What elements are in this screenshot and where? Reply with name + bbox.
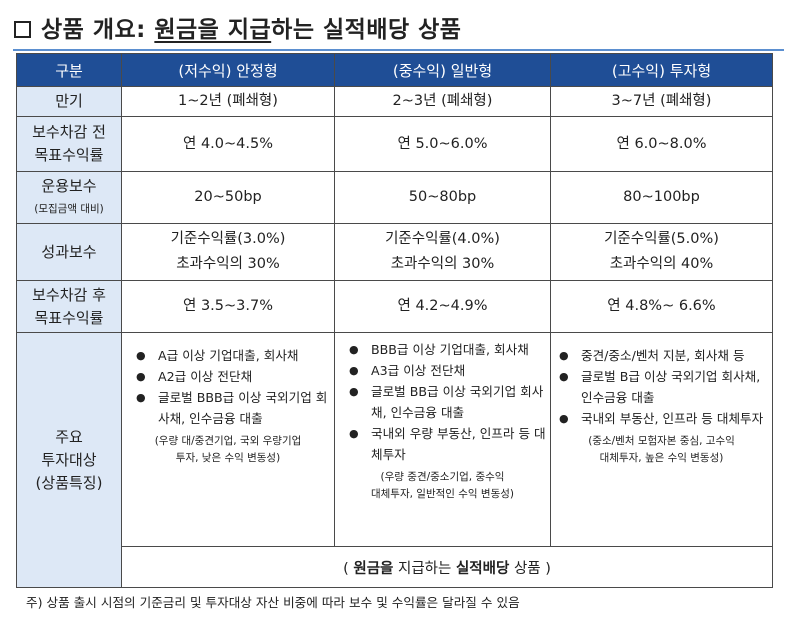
checkbox-square-icon — [14, 21, 31, 38]
note-line: 대체투자, 높은 수익 변동성) — [599, 452, 724, 464]
note-line: (중소/벤처 모험자본 중심, 고수익 — [588, 435, 735, 447]
list-item: A급 이상 기업대출, 회사채 — [136, 345, 334, 366]
list-item: A2급 이상 전단채 — [136, 366, 334, 387]
note-line: 투자, 낮은 수익 변동성) — [175, 452, 281, 464]
table-cell: 2~3년 (폐쇄형) — [334, 86, 551, 117]
investment-note: (우량 중견/중소기업, 중수익 대체투자, 일반적인 수익 변동성) — [335, 469, 550, 503]
summary-text: 지급하는 — [393, 560, 456, 577]
title-underlined: 원금을 지급 — [154, 17, 272, 43]
table-cell: 연 6.0~8.0% — [550, 116, 773, 172]
table-cell: 80~100bp — [550, 171, 773, 224]
table-row-investment-targets: 주요 투자대상 (상품특징) A급 이상 기업대출, 회사채 A2급 이상 전단… — [16, 332, 773, 588]
table-row-performance-fee: 성과보수 기준수익률(3.0%) 초과수익의 30% 기준수익률(4.0%) 초… — [16, 223, 773, 281]
row-label-line: 주요 — [55, 427, 83, 446]
list-item: 글로벌 BB급 이상 국외기업 회사채, 인수금융 대출 — [349, 381, 550, 423]
page-title: 상품 개요: 원금을 지급하는 실적배당 상품 — [14, 10, 461, 44]
row-label-gross-target: 보수차감 전 목표수익률 — [16, 116, 122, 172]
row-label-line: 목표수익률 — [34, 146, 104, 164]
list-item: 글로벌 BBB급 이상 국외기업 회사채, 인수금융 대출 — [136, 387, 334, 429]
summary-bold: 원금을 — [353, 560, 394, 577]
cell-line: 기준수익률(4.0%) — [385, 231, 500, 247]
table-row-maturity: 만기 1~2년 (폐쇄형) 2~3년 (폐쇄형) 3~7년 (폐쇄형) — [16, 86, 773, 117]
table-cell: 연 4.0~4.5% — [121, 116, 335, 172]
table-cell: 기준수익률(4.0%) 초과수익의 30% — [334, 223, 551, 281]
table-cell: 1~2년 (폐쇄형) — [121, 86, 335, 117]
list-item: BBB급 이상 기업대출, 회사채 — [349, 339, 550, 360]
list-item: 중견/중소/벤처 지분, 회사채 등 — [559, 345, 772, 366]
table-cell: 연 4.8%~ 6.6% — [550, 280, 773, 333]
list-item: 글로벌 B급 이상 국외기업 회사채, 인수금융 대출 — [559, 366, 772, 408]
cell-line: 초과수익의 40% — [609, 256, 714, 272]
row-label-performance-fee: 성과보수 — [16, 223, 122, 281]
footnote: 주) 상품 출시 시점의 기준금리 및 투자대상 자산 비중에 따라 보수 및 … — [26, 595, 520, 610]
table-row-management-fee: 운용보수 (모집금액 대비) 20~50bp 50~80bp 80~100bp — [16, 171, 773, 224]
investment-note: (중소/벤처 모험자본 중심, 고수익 대체투자, 높은 수익 변동성) — [551, 433, 772, 467]
header-general: (중수익) 일반형 — [334, 53, 551, 87]
table-cell: 50~80bp — [334, 171, 551, 224]
cell-line: 기준수익률(5.0%) — [604, 231, 719, 247]
title-prefix: 상품 개요: — [41, 17, 155, 43]
investment-list: 중견/중소/벤처 지분, 회사채 등 글로벌 B급 이상 국외기업 회사채, 인… — [551, 345, 772, 429]
list-item: 국내외 우량 부동산, 인프라 등 대체투자 — [349, 423, 550, 465]
note-line: 대체투자, 일반적인 수익 변동성) — [370, 488, 515, 500]
row-label-line: 투자대상 — [41, 450, 97, 469]
summary-text: 상품 ) — [509, 560, 551, 577]
investment-cell-general: BBB급 이상 기업대출, 회사채 A3급 이상 전단채 글로벌 BB급 이상 … — [334, 332, 551, 547]
row-label-line: 목표수익률 — [34, 308, 104, 327]
table-cell: 3~7년 (폐쇄형) — [550, 86, 773, 117]
table-row-net-target: 보수차감 후 목표수익률 연 3.5~3.7% 연 4.2~4.9% 연 4.8… — [16, 280, 773, 333]
row-label-investment-targets: 주요 투자대상 (상품특징) — [16, 332, 122, 588]
header-stable: (저수익) 안정형 — [121, 53, 335, 87]
title-divider — [13, 49, 784, 51]
table-cell: 20~50bp — [121, 171, 335, 224]
row-label-maturity: 만기 — [16, 86, 122, 117]
list-item: A3급 이상 전단채 — [349, 360, 550, 381]
row-label-management-fee: 운용보수 (모집금액 대비) — [16, 171, 122, 224]
table-header-row: 구분 (저수익) 안정형 (중수익) 일반형 (고수익) 투자형 — [16, 53, 773, 87]
summary-bold: 실적배당 — [455, 560, 510, 577]
investment-cell-investment: 중견/중소/벤처 지분, 회사채 등 글로벌 B급 이상 국외기업 회사채, 인… — [550, 332, 773, 547]
title-suffix: 하는 실적배당 상품 — [271, 17, 462, 43]
row-label-sub: (모집금액 대비) — [34, 202, 104, 215]
investment-list: A급 이상 기업대출, 회사채 A2급 이상 전단채 글로벌 BBB급 이상 국… — [122, 345, 334, 429]
header-category: 구분 — [16, 53, 122, 87]
table-cell: 기준수익률(3.0%) 초과수익의 30% — [121, 223, 335, 281]
investment-note: (우량 대/중견기업, 국외 우량기업 투자, 낮은 수익 변동성) — [122, 433, 334, 467]
cell-line: 기준수익률(3.0%) — [170, 231, 286, 247]
table-row-summary: ( 원금을 지급하는 실적배당 상품 ) — [17, 546, 773, 588]
table-cell: 연 5.0~6.0% — [334, 116, 551, 172]
cell-line: 초과수익의 30% — [176, 256, 280, 272]
product-overview-table: 구분 (저수익) 안정형 (중수익) 일반형 (고수익) 투자형 만기 1~2년… — [16, 53, 773, 588]
header-investment: (고수익) 투자형 — [550, 53, 773, 87]
row-label-net-target: 보수차감 후 목표수익률 — [16, 280, 122, 333]
investment-list: BBB급 이상 기업대출, 회사채 A3급 이상 전단채 글로벌 BB급 이상 … — [335, 339, 550, 465]
row-label-line: 운용보수 — [41, 176, 97, 195]
row-label-line: 보수차감 전 — [32, 123, 106, 141]
table-cell: 기준수익률(5.0%) 초과수익의 40% — [550, 223, 773, 281]
cell-line: 초과수익의 30% — [390, 256, 495, 272]
summary-cell: ( 원금을 지급하는 실적배당 상품 ) — [121, 546, 773, 588]
table-cell: 연 4.2~4.9% — [334, 280, 551, 333]
table-cell: 연 3.5~3.7% — [121, 280, 335, 333]
table-row-gross-target: 보수차감 전 목표수익률 연 4.0~4.5% 연 5.0~6.0% 연 6.0… — [16, 116, 773, 172]
list-item: 국내외 부동산, 인프라 등 대체투자 — [559, 408, 772, 429]
summary-text: ( — [343, 560, 354, 577]
note-line: (우량 대/중견기업, 국외 우량기업 — [154, 435, 302, 447]
investment-cell-stable: A급 이상 기업대출, 회사채 A2급 이상 전단채 글로벌 BBB급 이상 국… — [121, 332, 335, 547]
row-label-line: 보수차감 후 — [32, 285, 106, 304]
note-line: (우량 중견/중소기업, 중수익 — [380, 471, 505, 483]
row-label-line: (상품특징) — [35, 473, 103, 492]
